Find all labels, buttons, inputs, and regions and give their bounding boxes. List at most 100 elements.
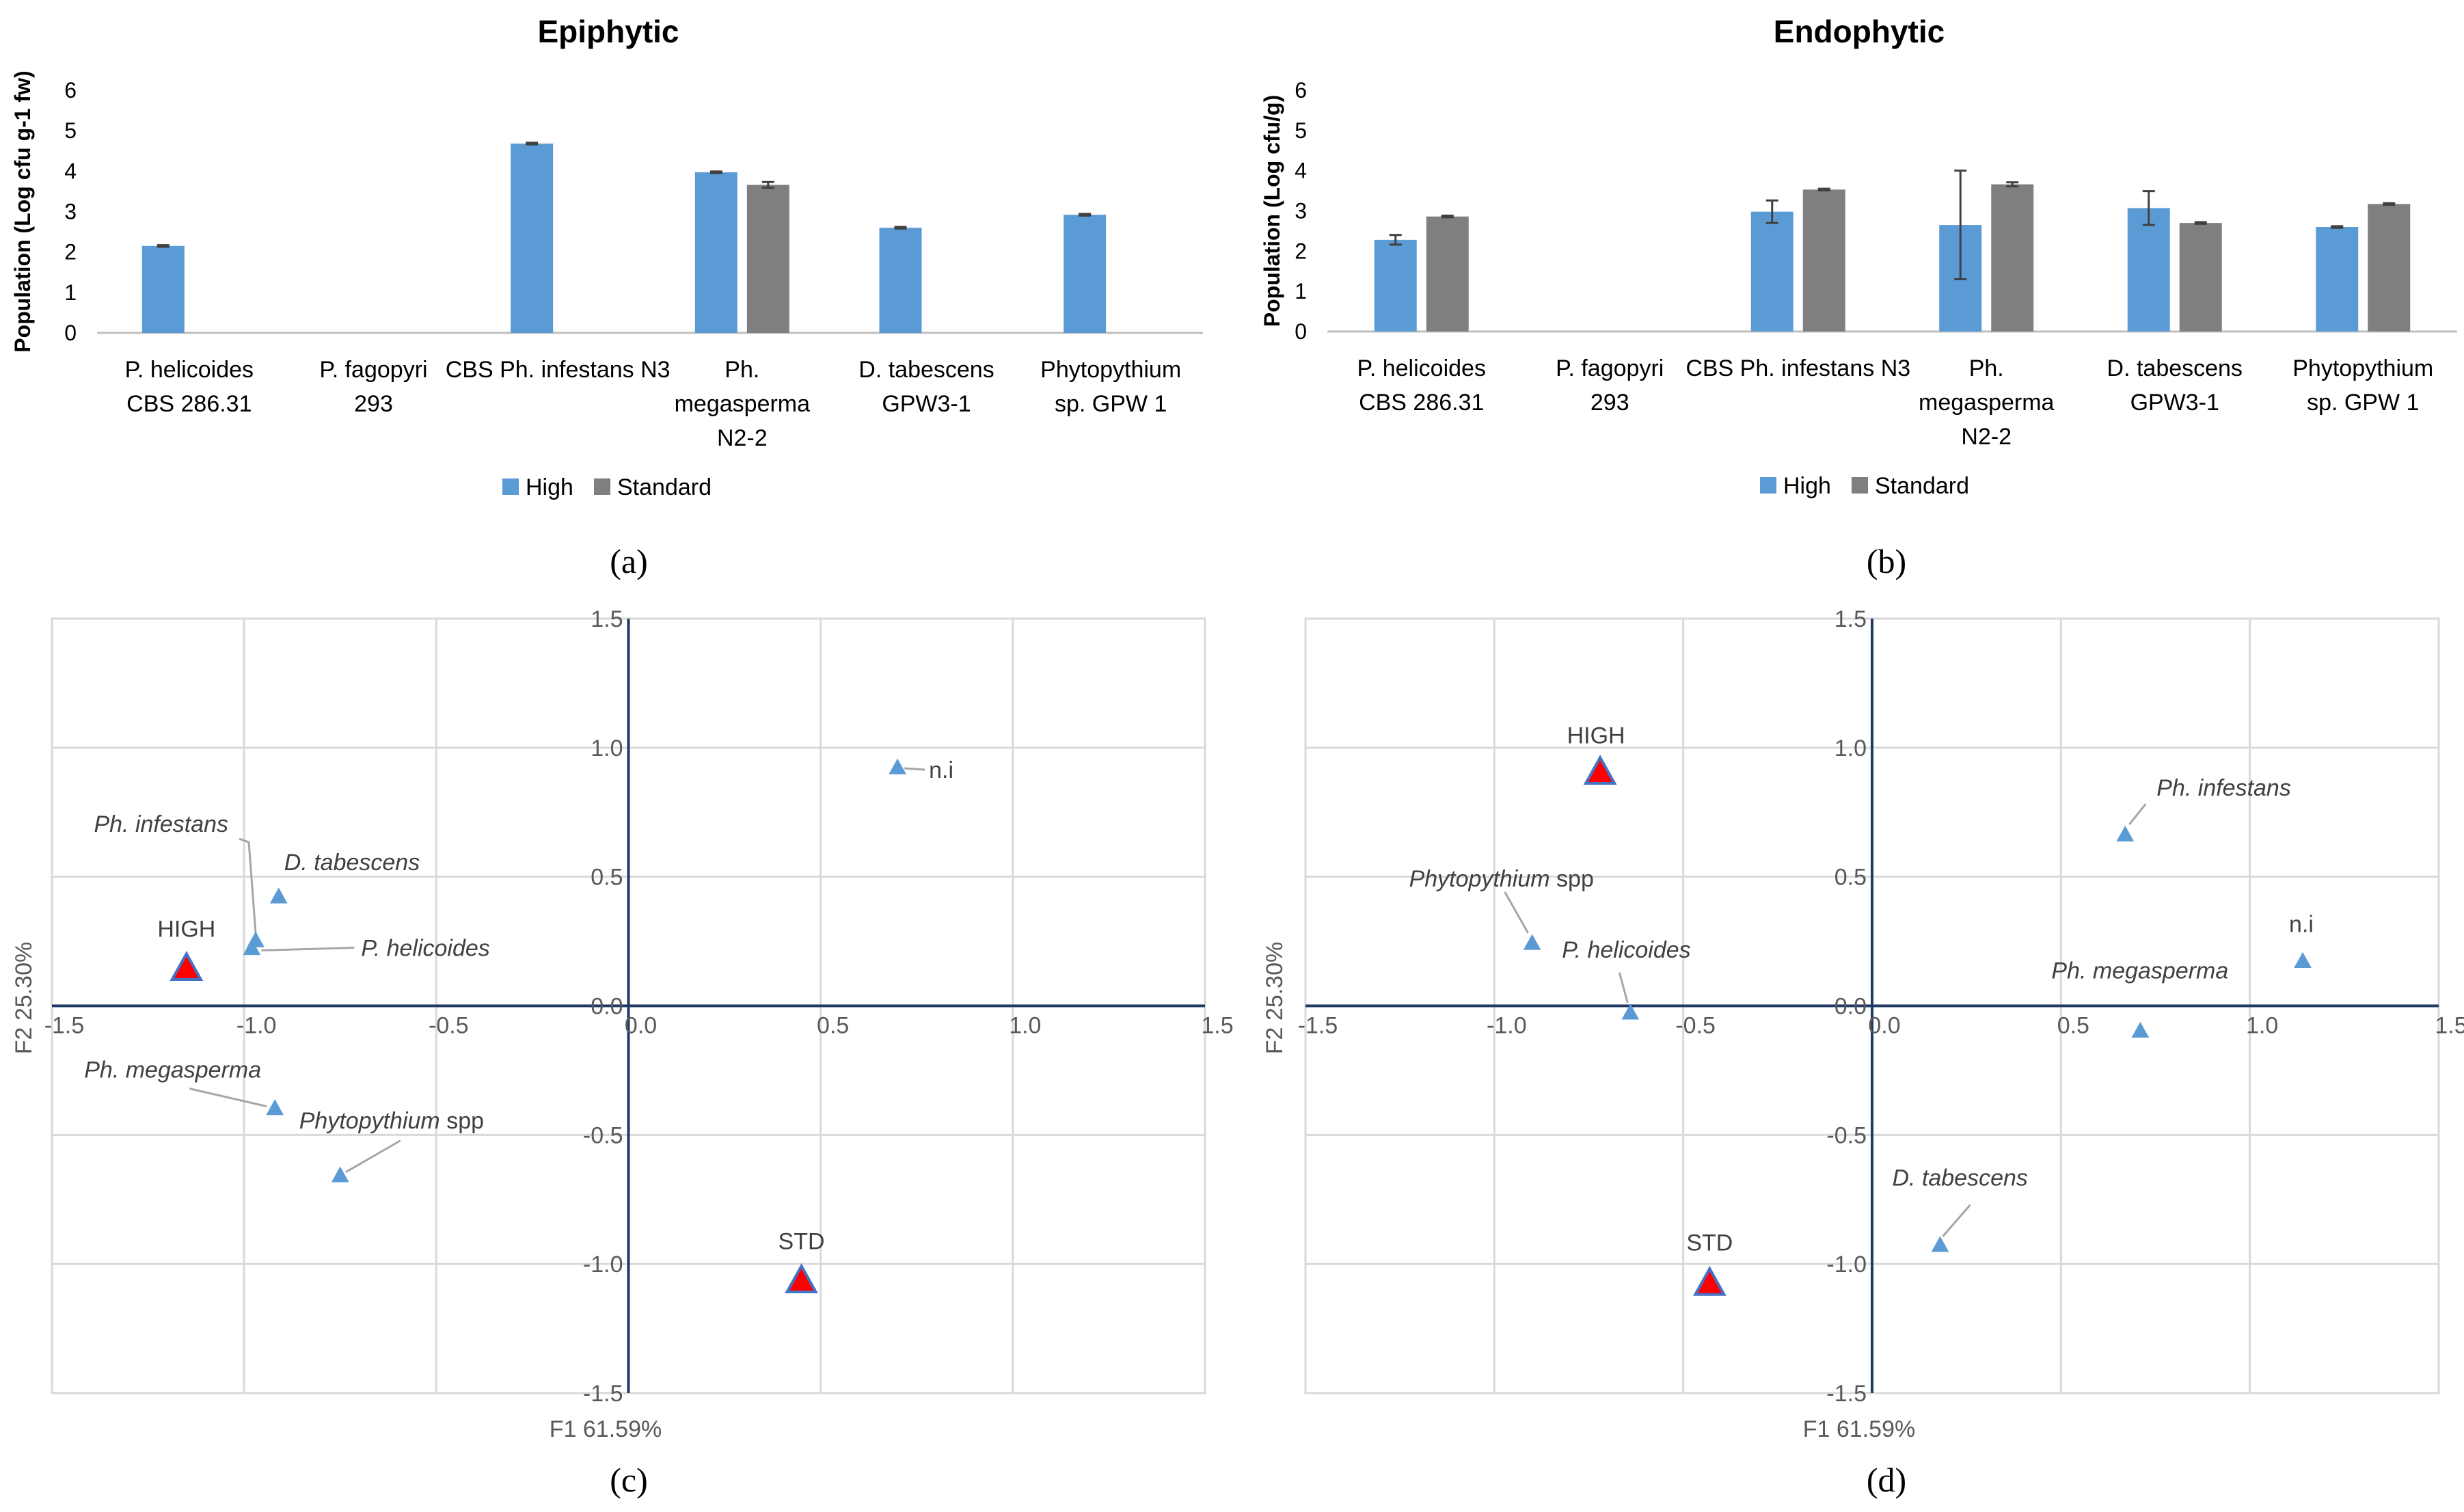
point-label: D. tabescens bbox=[284, 850, 420, 876]
leader-line bbox=[345, 1139, 401, 1174]
isolate-marker bbox=[2131, 1021, 2150, 1038]
leader-line bbox=[1618, 972, 1629, 1003]
x-tick-label: 1.0 bbox=[2246, 1013, 2278, 1039]
category-label: 293 bbox=[1590, 390, 1629, 416]
bar-chart-b: Endophytic 0 1 2 3 4 5 6 Population (Log cfu/g) P… bbox=[1260, 14, 2457, 580]
category-label: CBS Ph. infestans N3 bbox=[1685, 355, 1910, 381]
y-tick-label: 1.0 bbox=[591, 735, 623, 761]
bar-high bbox=[511, 144, 554, 333]
isolate-marker bbox=[1523, 934, 1541, 950]
point-label-suffix: spp bbox=[1550, 866, 1594, 892]
point-label: n.i bbox=[2289, 911, 2314, 937]
bar-high bbox=[879, 228, 922, 333]
biplot-c: -1.5 -1.0 -0.5 0.0 0.5 1.0 1.5 -1.5 -1.0 -0.5 0.0 0… bbox=[11, 606, 1234, 1499]
leader-line bbox=[904, 767, 925, 771]
panel-label: (d) bbox=[1867, 1461, 1906, 1499]
y-tick-label: 0.0 bbox=[1835, 994, 1867, 1020]
category-label: D. tabescens bbox=[858, 357, 994, 383]
panel-label: (b) bbox=[1867, 542, 1906, 580]
treatment-marker bbox=[1583, 755, 1617, 785]
category-label: N2-2 bbox=[1961, 424, 2012, 450]
y-tick-label: 1.5 bbox=[591, 606, 623, 632]
treatment-marker bbox=[170, 951, 204, 981]
bar-high bbox=[2316, 227, 2359, 332]
y-tick-label: 3 bbox=[64, 200, 77, 224]
bar-high bbox=[2127, 208, 2170, 332]
y-tick-label: 2 bbox=[1295, 239, 1307, 263]
point-label: HIGH bbox=[157, 917, 215, 943]
x-tick-label: 0.0 bbox=[625, 1013, 657, 1039]
bar-high bbox=[1064, 215, 1107, 333]
category-label: GPW3-1 bbox=[2130, 390, 2219, 416]
y-tick-label: 0.5 bbox=[591, 865, 623, 891]
category-label: Ph. bbox=[725, 357, 759, 383]
bar-high bbox=[1374, 239, 1417, 332]
y-tick-label: -0.5 bbox=[583, 1122, 623, 1148]
bar-standard bbox=[2179, 223, 2222, 332]
point-label: Ph. infestans bbox=[2156, 775, 2291, 801]
category-label: D. tabescens bbox=[2107, 355, 2243, 381]
x-axis-label: F1 61.59% bbox=[550, 1416, 662, 1442]
legend-swatch-standard bbox=[1852, 477, 1868, 494]
category-label: P. fagopyri bbox=[1556, 355, 1664, 381]
bar-standard bbox=[746, 185, 789, 333]
point-label: P. helicoides bbox=[361, 935, 489, 961]
y-tick-label: 0.5 bbox=[1835, 865, 1867, 891]
y-tick-label: 1.0 bbox=[1835, 735, 1867, 761]
leader-line bbox=[1942, 1204, 1971, 1237]
y-tick-label: -1.0 bbox=[583, 1252, 623, 1278]
category-label: megasperma bbox=[1919, 390, 2055, 416]
legend-swatch-high bbox=[1760, 477, 1776, 494]
y-tick-label: 4 bbox=[64, 159, 77, 183]
x-axis-label: F1 61.59% bbox=[1803, 1416, 1915, 1442]
category-label: megasperma bbox=[675, 391, 811, 417]
point-label: Phytopythium spp bbox=[299, 1108, 484, 1134]
point-label: P. helicoides bbox=[1562, 937, 1690, 963]
isolate-marker bbox=[243, 939, 261, 956]
legend-swatch-high bbox=[502, 478, 519, 495]
panel-label: (a) bbox=[610, 542, 648, 580]
y-tick-label: 4 bbox=[1295, 159, 1307, 183]
leader-line bbox=[2128, 803, 2147, 826]
bar-standard bbox=[1426, 216, 1469, 332]
y-tick-label: 1 bbox=[1295, 279, 1307, 303]
y-tick-label: 5 bbox=[1295, 118, 1307, 143]
legend-label-standard: Standard bbox=[617, 474, 712, 500]
isolate-marker bbox=[1931, 1236, 1949, 1252]
x-tick-label: -1.0 bbox=[1487, 1013, 1527, 1039]
y-tick-label: -1.5 bbox=[1826, 1381, 1867, 1407]
legend-label-high: High bbox=[1783, 473, 1831, 499]
point-label: STD bbox=[1686, 1230, 1733, 1256]
x-tick-label: 1.5 bbox=[2435, 1013, 2464, 1039]
chart-title: Endophytic bbox=[1774, 14, 1945, 49]
x-tick-label: 0.5 bbox=[817, 1013, 849, 1039]
point-label: STD bbox=[779, 1229, 825, 1255]
isolate-marker bbox=[889, 758, 906, 774]
x-tick-label: -0.5 bbox=[1675, 1013, 1716, 1039]
panel-label: (c) bbox=[610, 1461, 648, 1499]
leader-line bbox=[189, 1088, 267, 1108]
bar-chart-a: Epiphytic 0 1 2 3 4 5 6 Population (Log cfu g-1 … bbox=[10, 14, 1203, 580]
category-label: GPW3-1 bbox=[882, 391, 971, 417]
isolate-marker bbox=[2116, 825, 2135, 841]
y-axis-label: Population (Log cfu/g) bbox=[1260, 95, 1284, 327]
isolate-marker bbox=[331, 1166, 349, 1183]
isolate-marker bbox=[2294, 951, 2312, 969]
point-label: Ph. megasperma bbox=[84, 1057, 261, 1083]
category-label: 293 bbox=[354, 391, 393, 417]
point-label: Ph. megasperma bbox=[2051, 958, 2228, 984]
leader-line bbox=[1504, 891, 1529, 934]
x-tick-label: 1.0 bbox=[1009, 1013, 1041, 1039]
legend-label-standard: Standard bbox=[1875, 473, 1969, 499]
x-tick-label: 1.5 bbox=[1201, 1013, 1233, 1039]
point-label: D. tabescens bbox=[1892, 1165, 2027, 1191]
category-label: P. helicoides bbox=[1357, 355, 1486, 381]
point-label: n.i bbox=[929, 757, 953, 783]
bar-standard bbox=[1802, 189, 1845, 332]
y-axis-label: F2 25.30% bbox=[11, 942, 37, 1054]
y-tick-label: 6 bbox=[1295, 78, 1307, 103]
leader-line bbox=[261, 946, 355, 951]
category-label: sp. GPW 1 bbox=[1055, 391, 1167, 417]
y-tick-label: -1.0 bbox=[1826, 1252, 1867, 1278]
x-tick-label: -1.5 bbox=[44, 1013, 85, 1039]
